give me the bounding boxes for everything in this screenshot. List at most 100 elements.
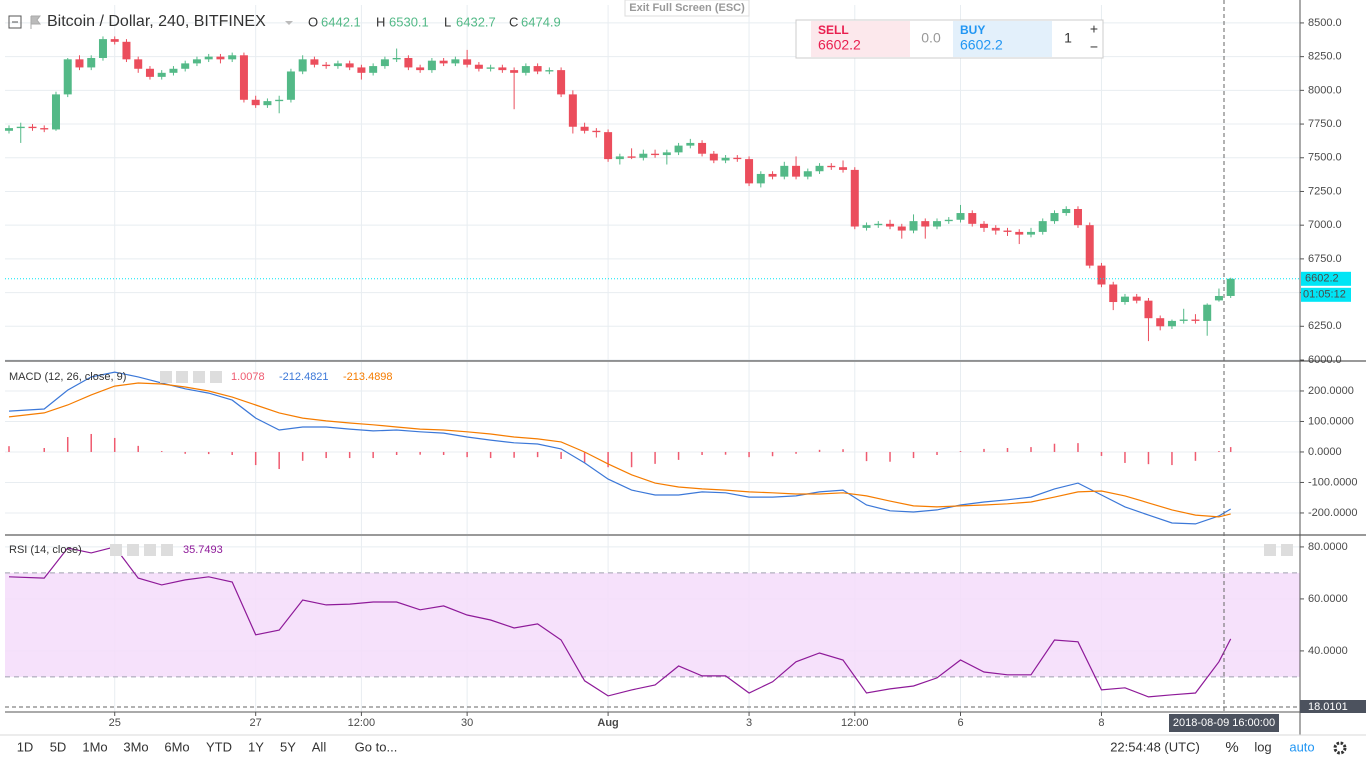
macd-line: [8, 382, 1231, 518]
legend-icon[interactable]: [160, 371, 172, 383]
ohlc-label: L: [444, 14, 451, 29]
quantity[interactable]: 1: [1064, 30, 1072, 46]
sell-label: SELL: [818, 23, 849, 37]
range-button[interactable]: 3Mo: [123, 739, 148, 754]
candle-body: [1085, 225, 1094, 266]
candle-body: [627, 156, 636, 158]
candle-body: [416, 67, 425, 71]
range-button[interactable]: YTD: [206, 739, 232, 754]
candle-body: [333, 63, 342, 67]
range-button[interactable]: 6Mo: [164, 739, 189, 754]
candle-body: [815, 165, 824, 172]
sell-price: 6602.2: [818, 37, 861, 53]
auto-toggle[interactable]: auto: [1289, 739, 1314, 754]
y-tick-label: 7000.0: [1308, 219, 1342, 231]
range-button[interactable]: 1D: [17, 739, 34, 754]
buy-button[interactable]: [953, 21, 1052, 57]
candle-body: [745, 159, 754, 184]
legend-icon[interactable]: [210, 371, 222, 383]
x-tick-label: 25: [109, 717, 121, 729]
candle-body: [991, 227, 1000, 231]
log-toggle[interactable]: log: [1254, 739, 1271, 754]
candle-body: [886, 223, 895, 227]
candle-body: [463, 59, 472, 65]
collapse-icon[interactable]: [8, 15, 22, 29]
candle-body: [1144, 300, 1153, 319]
dropdown-icon[interactable]: [285, 21, 293, 25]
candle-body: [427, 60, 436, 71]
candle-body: [110, 39, 119, 42]
candle-body: [709, 153, 718, 161]
candle-body: [239, 55, 248, 100]
candle-body: [592, 130, 601, 133]
candle-body: [357, 67, 366, 73]
candle-body: [87, 57, 96, 68]
y-tick-label: 80.0000: [1308, 541, 1348, 553]
legend-icon[interactable]: [193, 371, 205, 383]
macd-legend-value: -212.4821: [279, 371, 329, 383]
rsi-legend-value: 35.7493: [183, 544, 223, 556]
candle-body: [510, 70, 519, 73]
macd-line: [8, 371, 1232, 525]
rsi-band: [5, 572, 1300, 677]
crosshair-time: 2018-08-09 16:00:00: [1173, 717, 1275, 729]
legend-icon[interactable]: [161, 544, 173, 556]
candle-body: [1226, 278, 1235, 296]
quantity-minus[interactable]: −: [1090, 39, 1098, 55]
crosshair-time-box: [1169, 714, 1279, 732]
candle-body: [192, 59, 201, 64]
candle-body: [933, 221, 942, 227]
legend-icon[interactable]: [144, 544, 156, 556]
range-button[interactable]: 5Y: [280, 739, 296, 754]
legend-icon[interactable]: [110, 544, 122, 556]
candle-body: [1214, 295, 1223, 301]
flag-icon[interactable]: [30, 15, 41, 29]
candle-body: [134, 59, 143, 69]
candle-body: [51, 94, 60, 130]
symbol-title: Bitcoin / Dollar, 240, BITFINEX: [47, 13, 266, 30]
candle-body: [956, 213, 965, 220]
ohlc-value: 6432.7: [456, 14, 496, 29]
range-button[interactable]: 5D: [50, 739, 67, 754]
candle-body: [944, 219, 953, 222]
quantity-plus[interactable]: +: [1090, 21, 1098, 37]
candle-body: [1203, 304, 1212, 321]
exit-fullscreen-button[interactable]: [624, 0, 750, 17]
pane-down-icon[interactable]: [1281, 544, 1293, 556]
legend-icon[interactable]: [127, 544, 139, 556]
candle-body: [1015, 231, 1024, 235]
candle-body: [181, 63, 190, 69]
y-tick-label: 40.0000: [1308, 645, 1348, 657]
candle-body: [122, 41, 131, 60]
range-button[interactable]: 1Mo: [82, 739, 107, 754]
rsi-title: RSI (14, close): [9, 544, 82, 556]
ohlc-label: O: [308, 14, 318, 29]
buy-label: BUY: [960, 23, 985, 37]
candle-body: [1038, 221, 1047, 232]
candle-body: [75, 59, 84, 68]
y-tick-label: 6000.0: [1308, 354, 1342, 366]
ohlc-value: 6442.1: [321, 14, 361, 29]
goto-button[interactable]: Go to...: [355, 739, 398, 754]
settings-icon[interactable]: [1333, 741, 1347, 755]
range-button[interactable]: 1Y: [248, 739, 264, 754]
candle-body: [557, 70, 566, 95]
y-tick-label: 8250.0: [1308, 51, 1342, 63]
candle-body: [404, 57, 413, 68]
candle-body: [286, 71, 295, 100]
sell-button[interactable]: [811, 21, 910, 57]
candle-body: [1026, 231, 1035, 235]
y-tick-label: 7250.0: [1308, 185, 1342, 197]
percent-toggle[interactable]: %: [1225, 739, 1238, 756]
candle-body: [1097, 265, 1106, 285]
pane-up-icon[interactable]: [1264, 544, 1276, 556]
y-tick-label: 7750.0: [1308, 118, 1342, 130]
candle-body: [369, 66, 378, 73]
candle-body: [733, 157, 742, 160]
y-tick-label: 100.0000: [1308, 415, 1354, 427]
range-button[interactable]: All: [312, 739, 327, 754]
legend-icon[interactable]: [176, 371, 188, 383]
ohlc-value: 6474.9: [521, 14, 561, 29]
ohlc-label: C: [509, 14, 518, 29]
